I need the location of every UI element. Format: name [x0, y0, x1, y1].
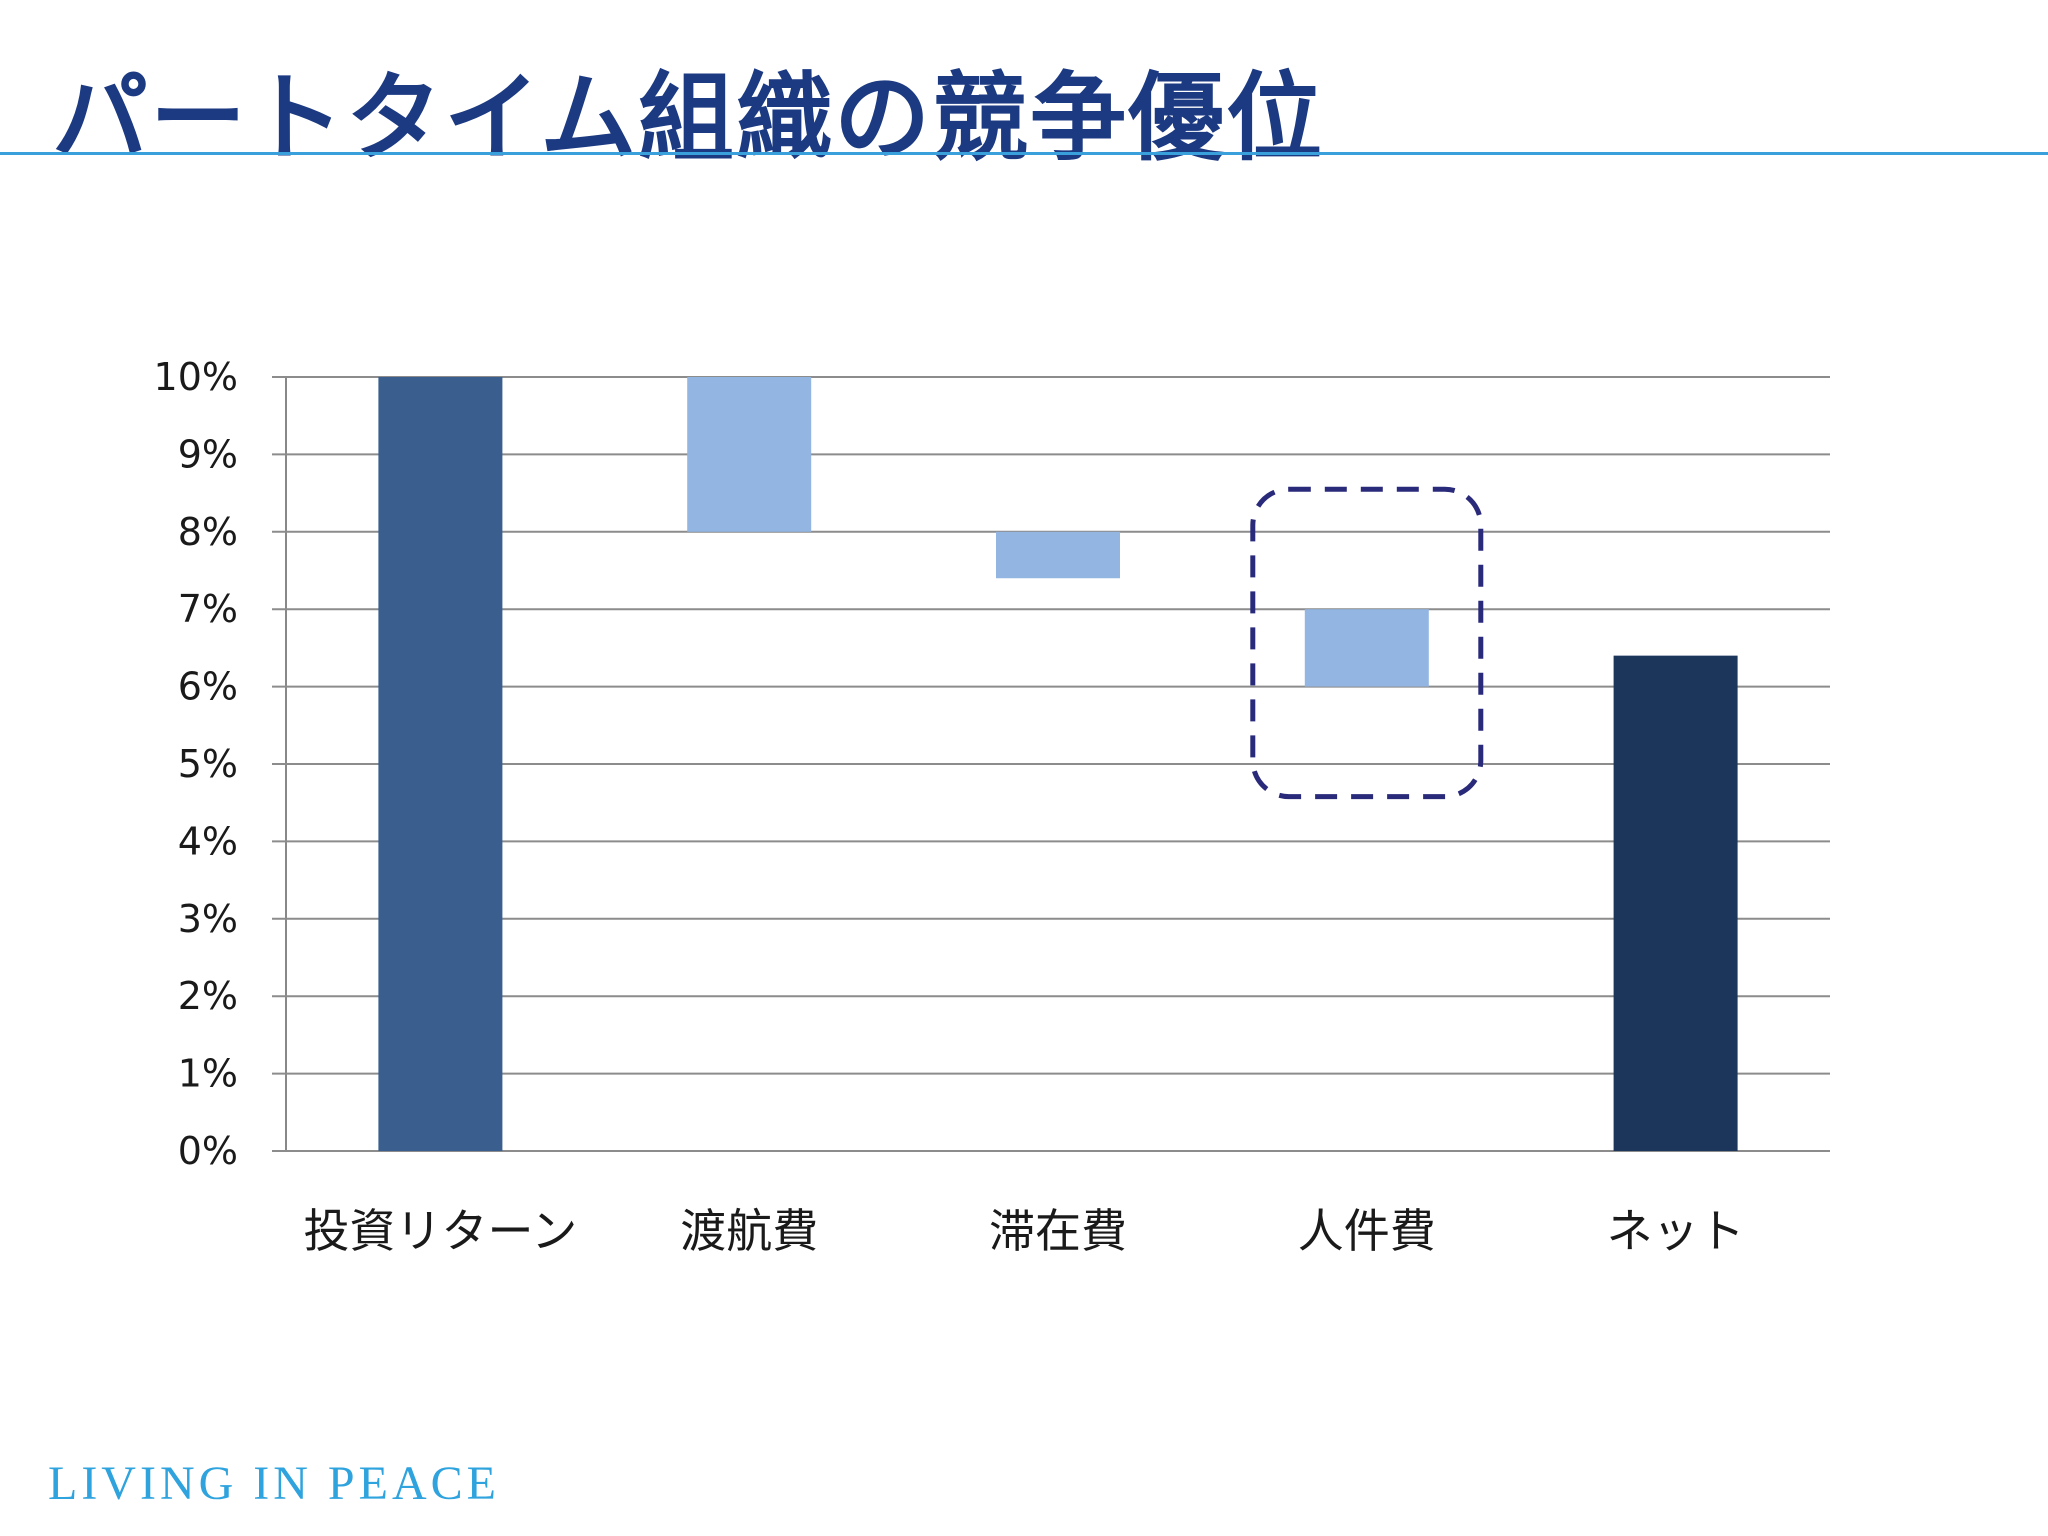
- y-tick-label: 1%: [178, 1052, 238, 1096]
- x-category-label: 滞在費: [989, 1204, 1127, 1258]
- y-axis-ticks: 0% 1% 2% 3% 4% 5% 6% 7% 8% 9% 10%: [154, 355, 238, 1173]
- living-in-peace-logo: LIVING IN PEACE: [48, 1457, 500, 1510]
- y-tick-label: 0%: [178, 1129, 238, 1173]
- title-divider: [0, 152, 2048, 155]
- y-tick-label: 4%: [178, 819, 238, 863]
- waterfall-chart: 0% 1% 2% 3% 4% 5% 6% 7% 8% 9% 10% 投資リターン 渡航費 滞在費 人件費 ネ…: [154, 355, 1830, 1258]
- y-tick-label: 2%: [178, 974, 238, 1018]
- bar-0: [378, 377, 503, 1151]
- grid-lines: [272, 376, 1830, 1152]
- bar-2: [996, 531, 1120, 579]
- slide-title: パートタイム組織の競争優位: [52, 62, 1325, 174]
- y-tick-label: 5%: [178, 742, 238, 786]
- y-tick-label: 6%: [178, 665, 238, 709]
- bars: [378, 377, 1738, 1151]
- x-category-label: 人件費: [1298, 1204, 1436, 1258]
- y-tick-label: 7%: [178, 587, 238, 631]
- x-axis-categories: 投資リターン 渡航費 滞在費 人件費 ネット: [304, 1204, 1745, 1258]
- highlight-layer: [1250, 486, 1484, 800]
- y-tick-label: 3%: [178, 897, 238, 941]
- y-tick-label: 8%: [178, 510, 238, 554]
- y-tick-label: 10%: [154, 355, 238, 399]
- bar-4: [1613, 655, 1738, 1151]
- highlight-box: [1250, 486, 1484, 800]
- x-category-label: ネット: [1607, 1204, 1745, 1258]
- x-category-label: 渡航費: [680, 1204, 818, 1258]
- bar-1: [687, 377, 812, 532]
- bar-3: [1304, 609, 1429, 687]
- y-tick-label: 9%: [178, 432, 238, 476]
- x-category-label: 投資リターン: [304, 1204, 578, 1258]
